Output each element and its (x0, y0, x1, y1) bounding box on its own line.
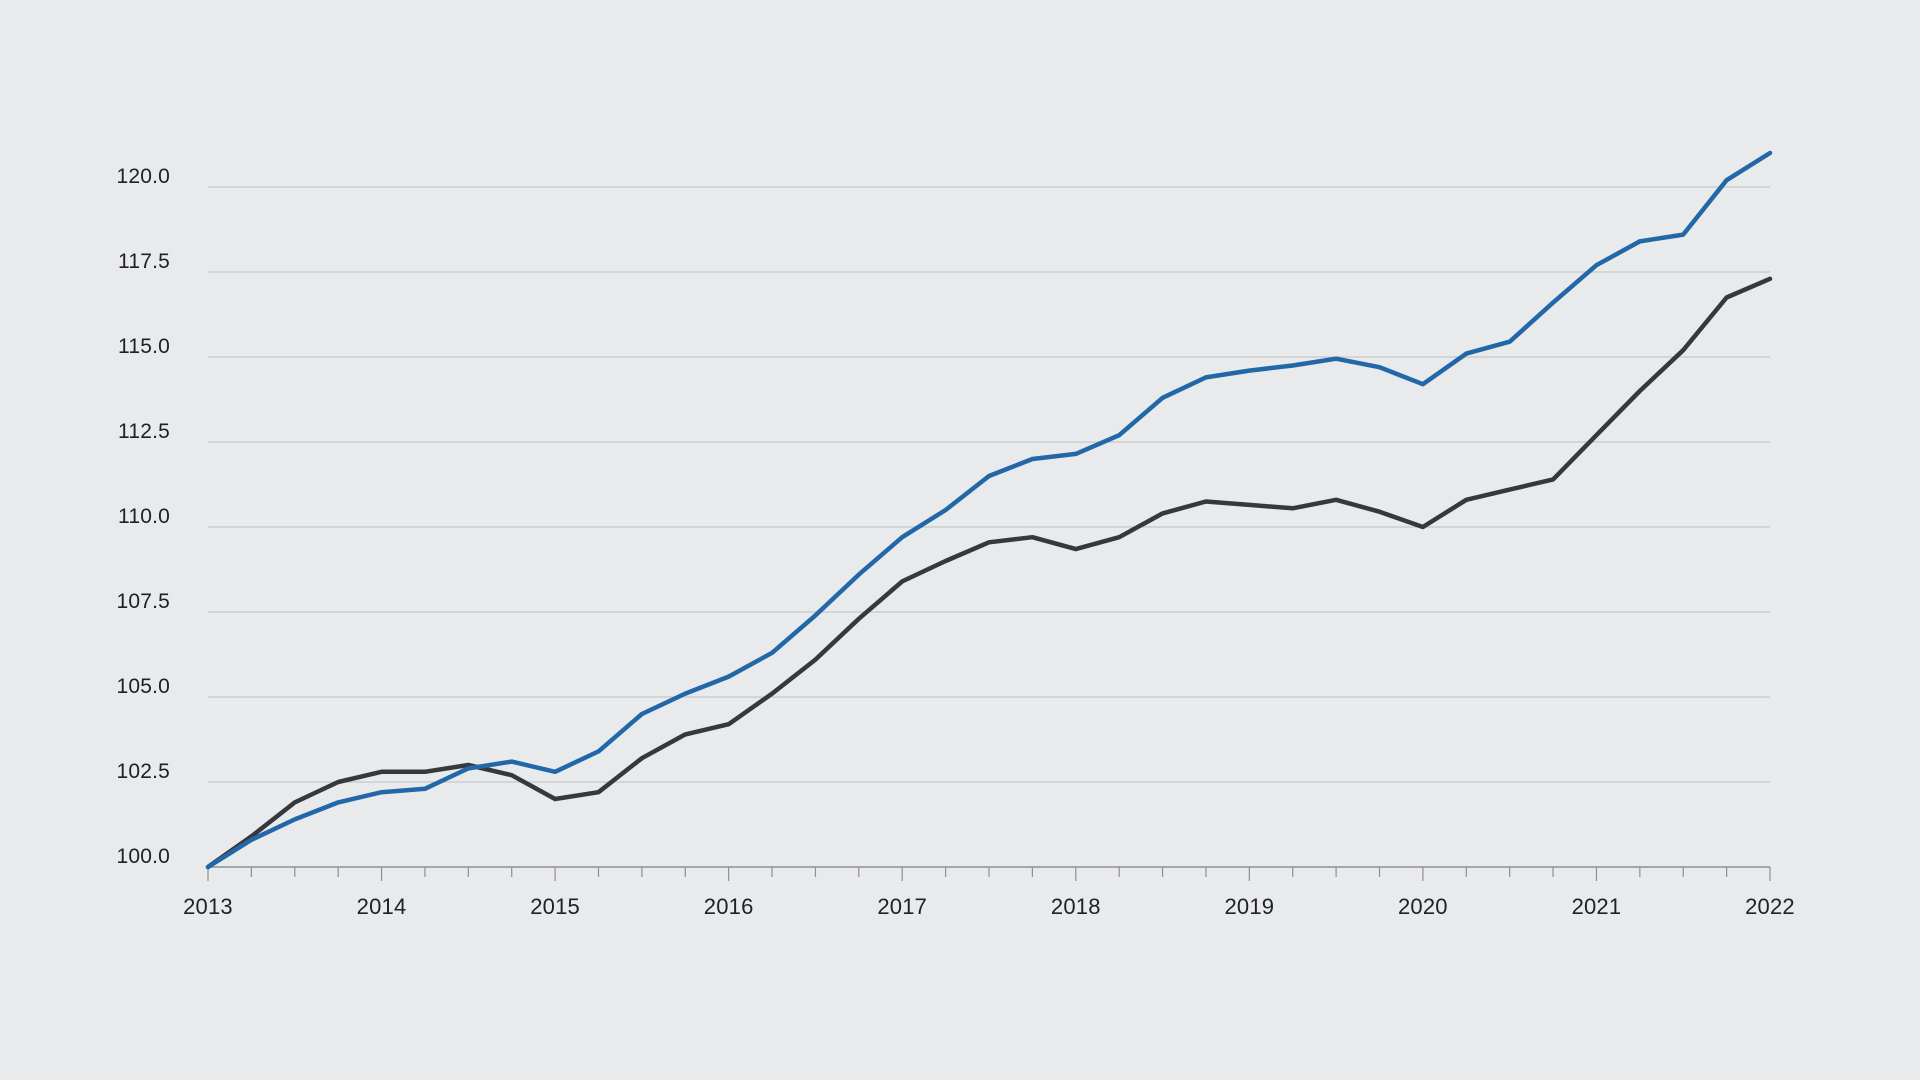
y-axis-label: 112.5 (118, 420, 170, 443)
y-axis-label: 102.5 (116, 760, 170, 783)
y-axis-label: 105.0 (116, 675, 170, 698)
y-axis-label: 120.0 (116, 165, 170, 188)
y-axis-label: 110.0 (118, 505, 170, 528)
x-axis-label: 2014 (356, 894, 407, 919)
x-axis-label: 2022 (1745, 894, 1795, 919)
x-axis-label: 2019 (1224, 894, 1275, 919)
y-axis-label: 100.0 (116, 845, 170, 868)
x-axis-label: 2018 (1050, 894, 1101, 919)
y-axis-label: 107.5 (116, 590, 170, 613)
y-axis-label: 117.5 (118, 250, 170, 273)
x-axis-label: 2013 (183, 894, 233, 919)
series-blue-line (205, 150, 1773, 870)
x-axis-label: 2016 (703, 894, 754, 919)
x-axis-label: 2021 (1571, 894, 1622, 919)
series-dark-line (205, 276, 1773, 870)
y-axis-label: 115.0 (118, 335, 170, 358)
x-axis-label: 2015 (530, 894, 580, 919)
x-axis-label: 2020 (1398, 894, 1448, 919)
x-axis-label: 2017 (877, 894, 928, 919)
